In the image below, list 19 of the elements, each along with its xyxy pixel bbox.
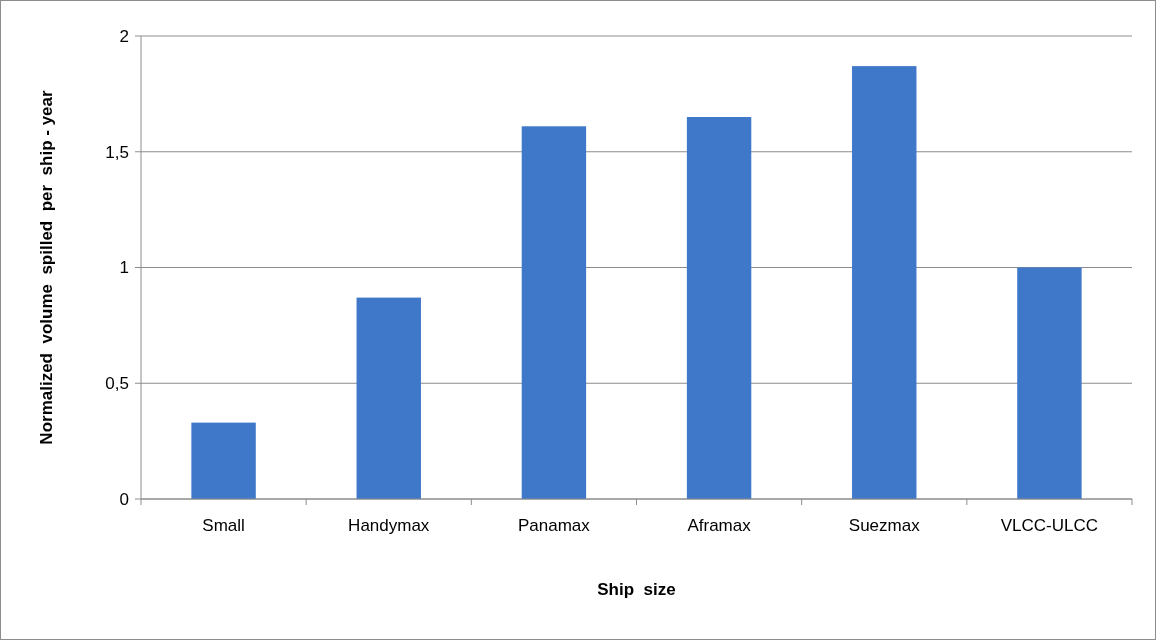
x-tick-label: Handymax bbox=[348, 516, 430, 535]
bar bbox=[356, 297, 421, 499]
bar bbox=[191, 422, 256, 499]
x-tick-label: Suezmax bbox=[848, 516, 921, 535]
bar bbox=[521, 126, 587, 499]
y-tick-label: 0 bbox=[119, 489, 129, 509]
y-tick-label: 1,5 bbox=[105, 142, 129, 162]
y-tick-label: 0,5 bbox=[105, 374, 129, 394]
bar bbox=[1017, 267, 1082, 499]
x-tick-label: Small bbox=[202, 516, 245, 535]
x-tick-label: Aframax bbox=[687, 516, 752, 535]
y-axis-title: Normalized volume spilled per ship - year bbox=[37, 89, 56, 445]
bar bbox=[852, 66, 917, 499]
x-axis-title: Ship size bbox=[597, 580, 676, 599]
y-tick-label: 1 bbox=[119, 258, 129, 278]
x-tick-label: Panamax bbox=[518, 516, 591, 535]
bar bbox=[686, 117, 752, 499]
y-tick-label: 2 bbox=[119, 26, 129, 46]
x-tick-label: VLCC-ULCC bbox=[1000, 516, 1099, 535]
